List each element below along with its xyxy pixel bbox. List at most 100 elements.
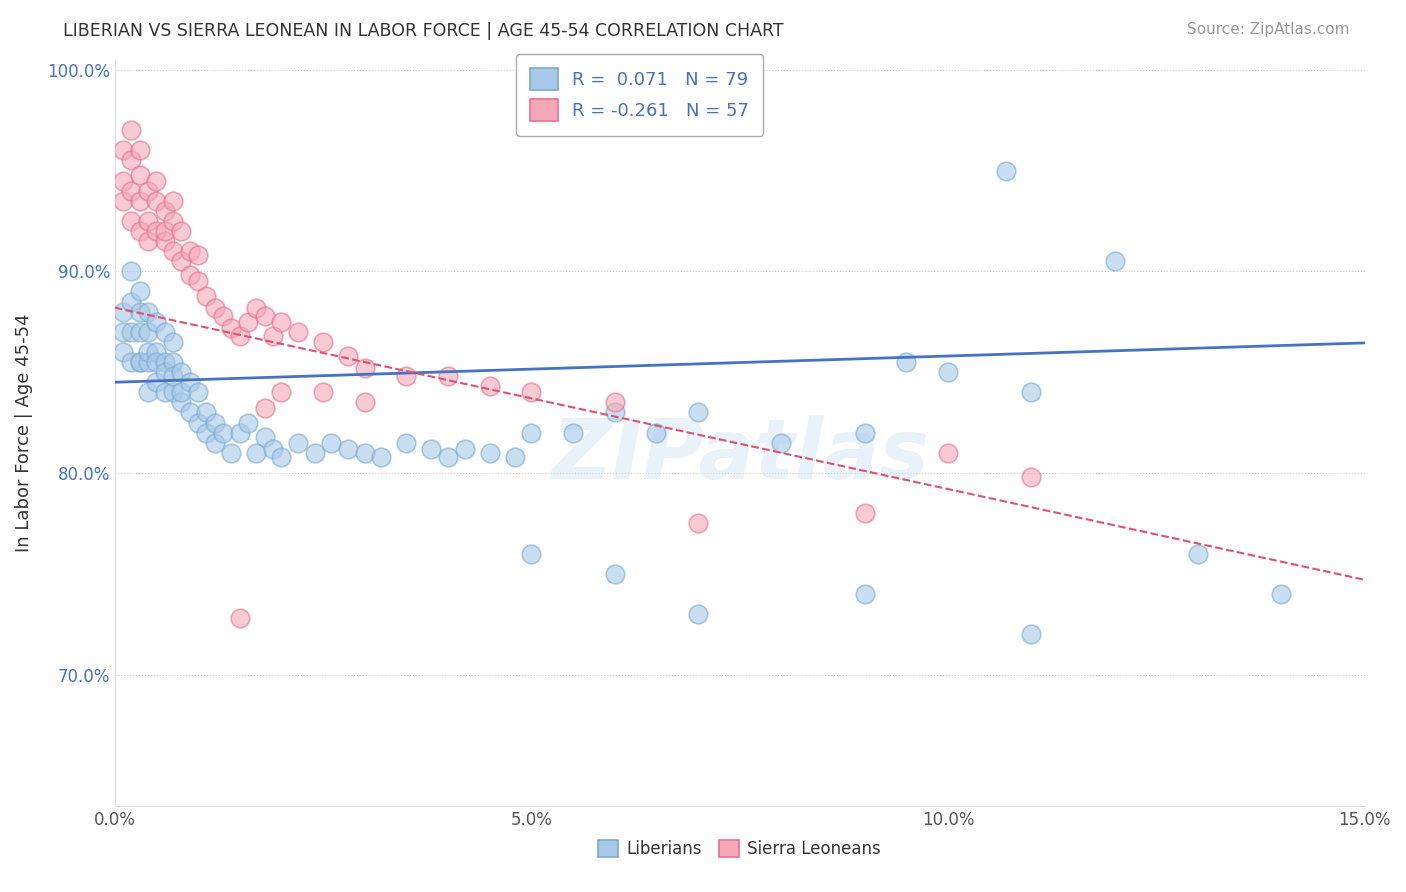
Point xyxy=(112,325,135,339)
Point xyxy=(136,234,159,248)
Point xyxy=(1187,547,1209,561)
Point xyxy=(153,385,176,400)
Point xyxy=(562,425,585,440)
Point xyxy=(995,163,1018,178)
Point xyxy=(162,194,184,208)
Point xyxy=(229,425,252,440)
Point xyxy=(1021,470,1043,484)
Point xyxy=(136,304,159,318)
Point xyxy=(145,194,167,208)
Point xyxy=(304,446,326,460)
Point xyxy=(112,304,135,318)
Point xyxy=(170,385,193,400)
Point xyxy=(128,144,150,158)
Point xyxy=(136,385,159,400)
Point xyxy=(520,385,543,400)
Point xyxy=(136,214,159,228)
Point xyxy=(212,425,235,440)
Point xyxy=(478,379,501,393)
Point xyxy=(153,365,176,379)
Point xyxy=(853,425,876,440)
Point xyxy=(120,325,142,339)
Point xyxy=(120,123,142,137)
Point xyxy=(353,361,375,376)
Point xyxy=(221,446,243,460)
Point xyxy=(128,304,150,318)
Point xyxy=(853,506,876,520)
Point xyxy=(262,329,284,343)
Point xyxy=(187,385,209,400)
Point xyxy=(120,153,142,168)
Point xyxy=(770,435,793,450)
Point xyxy=(420,442,443,456)
Point xyxy=(120,214,142,228)
Point xyxy=(120,264,142,278)
Point xyxy=(253,309,276,323)
Point xyxy=(162,355,184,369)
Point xyxy=(603,566,626,581)
Point xyxy=(170,224,193,238)
Y-axis label: In Labor Force | Age 45-54: In Labor Force | Age 45-54 xyxy=(15,313,32,552)
Point xyxy=(688,405,710,419)
Point xyxy=(1021,385,1043,400)
Point xyxy=(312,334,335,349)
Point xyxy=(395,435,418,450)
Point xyxy=(270,315,292,329)
Point xyxy=(170,254,193,268)
Point xyxy=(179,244,201,259)
Point xyxy=(337,349,360,363)
Point xyxy=(162,244,184,259)
Point xyxy=(136,325,159,339)
Point xyxy=(195,288,218,302)
Point xyxy=(936,365,959,379)
Text: LIBERIAN VS SIERRA LEONEAN IN LABOR FORCE | AGE 45-54 CORRELATION CHART: LIBERIAN VS SIERRA LEONEAN IN LABOR FORC… xyxy=(63,22,785,40)
Point xyxy=(136,355,159,369)
Point xyxy=(153,234,176,248)
Point xyxy=(204,301,226,315)
Point xyxy=(645,425,668,440)
Point xyxy=(145,355,167,369)
Point xyxy=(136,345,159,359)
Point xyxy=(128,355,150,369)
Point xyxy=(337,442,360,456)
Point xyxy=(503,450,526,464)
Point xyxy=(179,405,201,419)
Point xyxy=(145,345,167,359)
Point xyxy=(353,446,375,460)
Point xyxy=(128,168,150,182)
Point xyxy=(395,369,418,384)
Point xyxy=(253,430,276,444)
Point xyxy=(353,395,375,409)
Point xyxy=(153,355,176,369)
Point xyxy=(179,376,201,390)
Point xyxy=(236,315,259,329)
Legend: Liberians, Sierra Leoneans: Liberians, Sierra Leoneans xyxy=(592,833,887,864)
Point xyxy=(229,611,252,625)
Point xyxy=(145,315,167,329)
Point xyxy=(603,395,626,409)
Point xyxy=(187,274,209,288)
Point xyxy=(454,442,477,456)
Point xyxy=(187,248,209,262)
Point xyxy=(112,144,135,158)
Point xyxy=(245,301,267,315)
Point xyxy=(145,173,167,187)
Point xyxy=(688,516,710,531)
Point xyxy=(170,395,193,409)
Point xyxy=(853,587,876,601)
Point xyxy=(112,173,135,187)
Point xyxy=(287,325,309,339)
Point xyxy=(204,416,226,430)
Point xyxy=(221,320,243,334)
Point xyxy=(437,369,460,384)
Point xyxy=(270,385,292,400)
Point xyxy=(229,329,252,343)
Point xyxy=(112,194,135,208)
Text: ZIPatlas: ZIPatlas xyxy=(551,415,929,496)
Point xyxy=(478,446,501,460)
Point xyxy=(212,309,235,323)
Point xyxy=(896,355,918,369)
Text: Source: ZipAtlas.com: Source: ZipAtlas.com xyxy=(1187,22,1350,37)
Point xyxy=(370,450,392,464)
Point xyxy=(520,425,543,440)
